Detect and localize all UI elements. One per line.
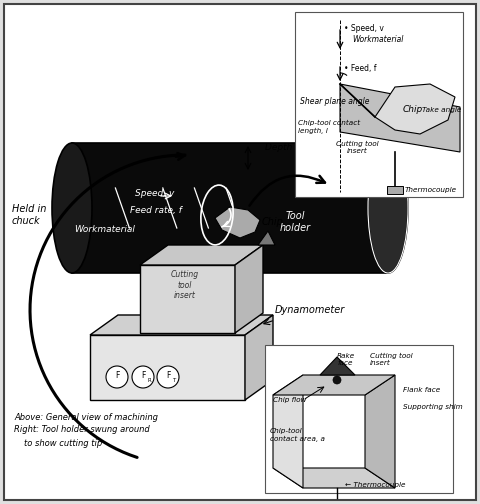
Polygon shape: [273, 375, 303, 488]
Text: • Feed, f: • Feed, f: [344, 64, 376, 73]
Text: Workmaterial: Workmaterial: [74, 225, 135, 234]
Polygon shape: [365, 375, 395, 488]
Polygon shape: [258, 231, 275, 245]
Text: Cutting tool
insert: Cutting tool insert: [370, 353, 413, 366]
Text: Chip-tool contact
length, l: Chip-tool contact length, l: [298, 120, 360, 134]
Bar: [72, 143, 388, 273]
Text: F: F: [166, 371, 170, 381]
Text: F: F: [115, 371, 119, 381]
Ellipse shape: [52, 143, 92, 273]
Text: Cutting tool
insert: Cutting tool insert: [336, 141, 378, 154]
Text: Right: Tool holder swung around: Right: Tool holder swung around: [14, 425, 150, 434]
Text: Tool
holder: Tool holder: [279, 211, 311, 233]
Polygon shape: [340, 84, 460, 152]
Text: Take angle: Take angle: [421, 107, 461, 113]
Text: Above: General view of machining: Above: General view of machining: [14, 412, 158, 421]
Circle shape: [157, 366, 179, 388]
Text: Workmaterial: Workmaterial: [352, 35, 403, 44]
Bar: [265, 345, 453, 493]
Bar: [295, 12, 463, 197]
Text: Dynamometer: Dynamometer: [275, 305, 345, 315]
FancyArrowPatch shape: [250, 176, 325, 206]
Text: Chip-tool
contact area, a: Chip-tool contact area, a: [270, 428, 325, 442]
Text: ← Thermocouple: ← Thermocouple: [345, 482, 406, 488]
Text: Cutting
tool
insert: Cutting tool insert: [171, 270, 199, 300]
Text: Rake
face: Rake face: [337, 353, 355, 366]
Polygon shape: [320, 357, 355, 375]
Circle shape: [106, 366, 128, 388]
Polygon shape: [245, 315, 273, 400]
Polygon shape: [140, 265, 235, 333]
Bar: [387, 186, 403, 194]
Polygon shape: [375, 84, 455, 134]
Text: T: T: [172, 377, 175, 383]
Polygon shape: [273, 468, 395, 488]
Polygon shape: [215, 207, 260, 238]
Text: Feed rate, f: Feed rate, f: [130, 206, 182, 215]
Circle shape: [333, 376, 341, 384]
Ellipse shape: [368, 143, 408, 273]
Text: Depth of cut, d: Depth of cut, d: [265, 144, 333, 153]
Text: Shear plane angle: Shear plane angle: [300, 97, 370, 106]
Text: Thermocouple: Thermocouple: [405, 187, 457, 193]
Text: Flank face: Flank face: [403, 387, 440, 393]
Text: Chip flow: Chip flow: [273, 397, 306, 403]
Polygon shape: [235, 245, 263, 333]
Text: Chip: Chip: [403, 104, 423, 113]
Circle shape: [132, 366, 154, 388]
Text: Speed, v: Speed, v: [135, 188, 174, 198]
Text: Held in
chuck: Held in chuck: [12, 204, 47, 226]
Text: • Speed, v: • Speed, v: [344, 24, 384, 33]
Polygon shape: [140, 245, 263, 265]
Text: Chip: Chip: [262, 217, 284, 227]
Text: R: R: [147, 377, 151, 383]
Polygon shape: [90, 335, 245, 400]
Text: F: F: [141, 371, 145, 381]
Text: to show cutting tip: to show cutting tip: [24, 438, 102, 448]
Text: Supporting shim: Supporting shim: [403, 404, 463, 410]
Polygon shape: [273, 375, 395, 395]
Polygon shape: [90, 315, 273, 335]
